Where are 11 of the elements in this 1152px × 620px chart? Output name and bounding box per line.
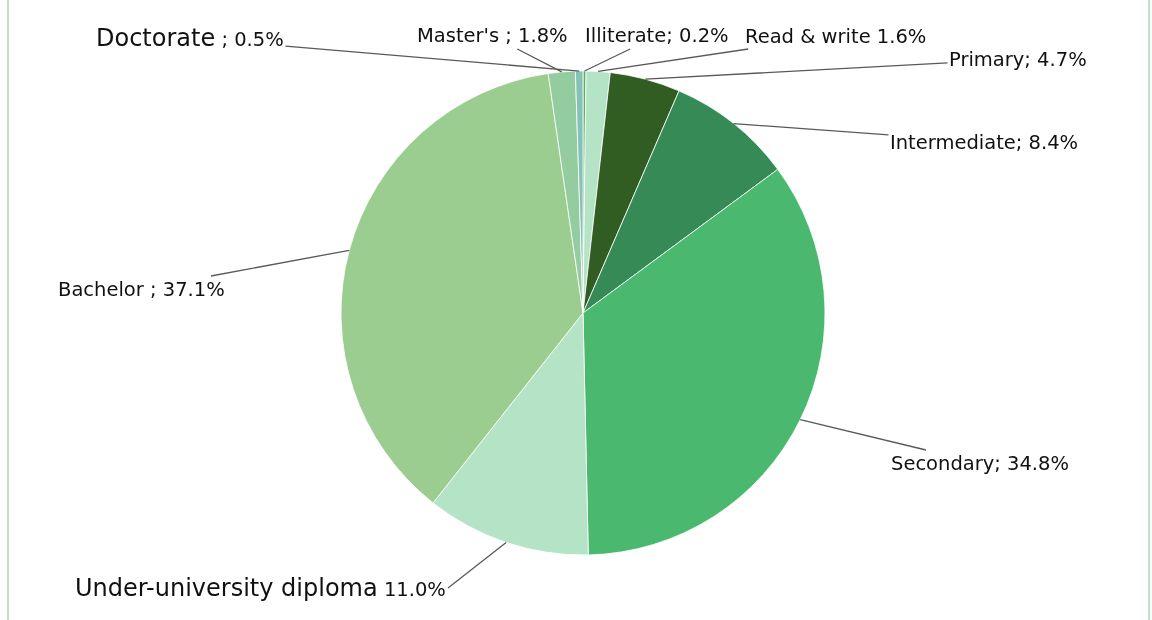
slice-label: Intermediate; 8.4% xyxy=(890,131,1079,154)
slice-label: Doctorate xyxy=(96,24,216,52)
slice-label: Bachelor ; 37.1% xyxy=(58,278,225,301)
data-label: 11.0% xyxy=(377,578,446,601)
slice-label: Primary; 4.7% xyxy=(949,48,1087,71)
slice-label: Read & write 1.6% xyxy=(745,25,927,48)
slice-label: Master's ; 1.8% xyxy=(417,24,568,47)
data-label: ; 0.5% xyxy=(215,28,284,51)
slice-label: Under-university diploma xyxy=(75,574,378,602)
slice-label: Secondary; 34.8% xyxy=(891,452,1069,475)
slice-label: Illiterate; 0.2% xyxy=(585,24,729,47)
